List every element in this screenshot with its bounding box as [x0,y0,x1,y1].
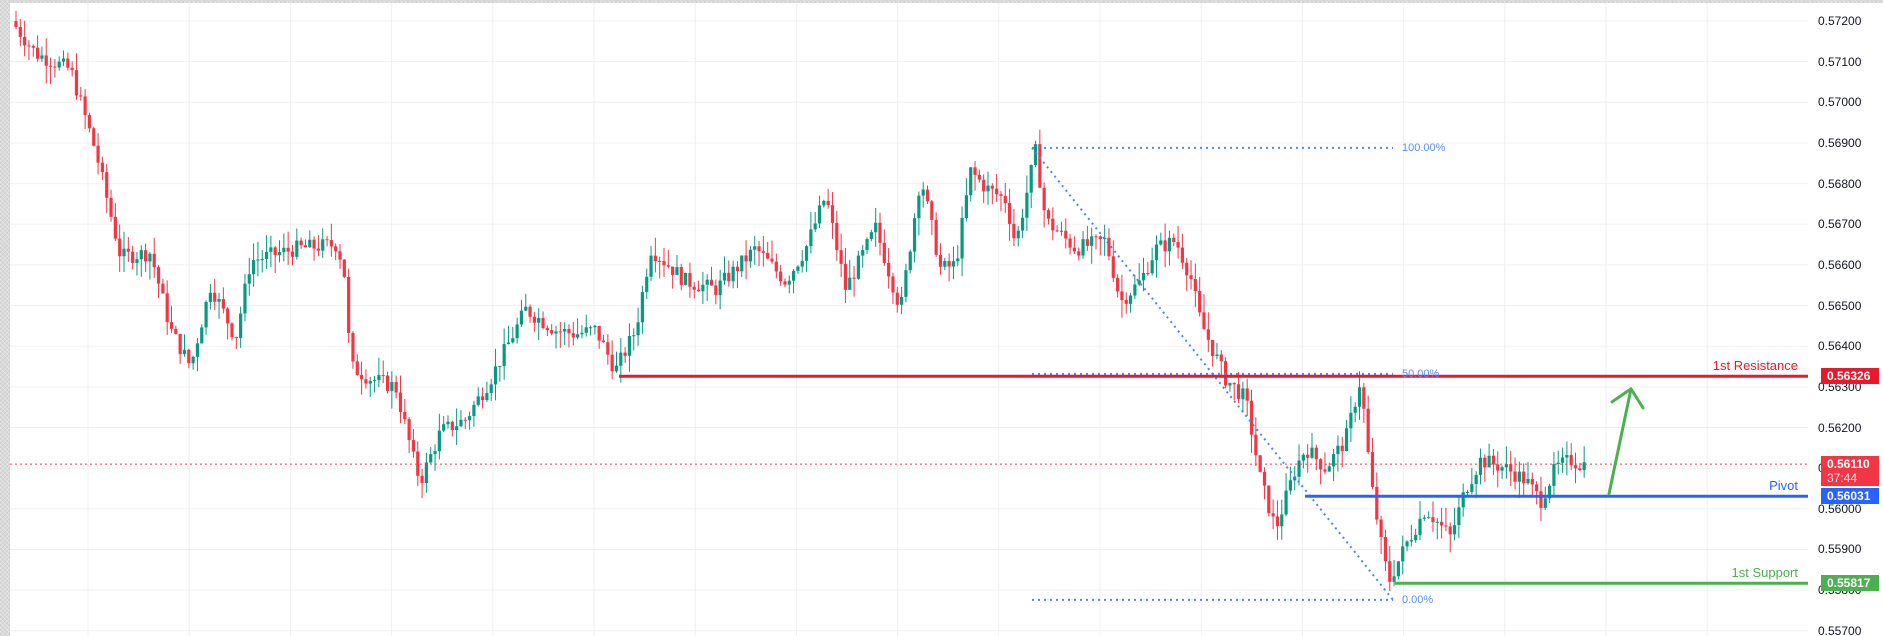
axis-tick-label: 0.55700 [1818,623,1862,636]
axis-tick-label: 0.56500 [1818,298,1862,313]
fib-level-label: 100.00% [1402,141,1446,154]
price-chart[interactable] [10,3,1883,636]
chart-frame: 0.57200 0.57100 0.57000 0.56900 0.56800 0.567… [10,3,1883,636]
bar-countdown: 37:44 [1827,471,1858,486]
pivot-price-tag: 0.56031 [1821,488,1879,505]
resistance-label: 1st Resistance [1712,358,1798,374]
up-arrow-icon [1607,387,1645,496]
axis-tick-label: 0.57200 [1818,14,1862,28]
axis-tick-label: 0.56000 [1818,501,1862,516]
axis-tick-label: 0.57100 [1818,54,1862,69]
axis-tick-label: 0.56900 [1818,135,1862,150]
support-price-tag: 0.55817 [1821,575,1879,592]
axis-tick-label: 0.56800 [1818,176,1862,191]
current-price-tag: 0.56110 37:44 [1821,456,1879,487]
fibonacci-retracement[interactable] [1031,146,1394,601]
resistance-price-tag: 0.56326 [1821,368,1879,385]
pivot-label: Pivot [1769,478,1798,494]
fib-level-label: 50.00% [1402,367,1440,380]
current-price-value: 0.56110 [1827,457,1870,472]
axis-tick-label: 0.56200 [1818,420,1862,435]
support-resistance-levels[interactable] [10,374,1808,585]
fib-level-label: 0.00% [1402,593,1434,606]
axis-tick-label: 0.57000 [1818,95,1862,110]
candlestick-series [14,10,1586,591]
grid-lines [10,3,1808,636]
axis-tick-label: 0.56400 [1818,339,1862,354]
axis-tick-label: 0.56700 [1818,217,1862,232]
axis-tick-label: 0.55900 [1818,542,1862,557]
axis-tick-label: 0.56600 [1818,257,1862,272]
support-label: 1st Support [1731,565,1799,581]
